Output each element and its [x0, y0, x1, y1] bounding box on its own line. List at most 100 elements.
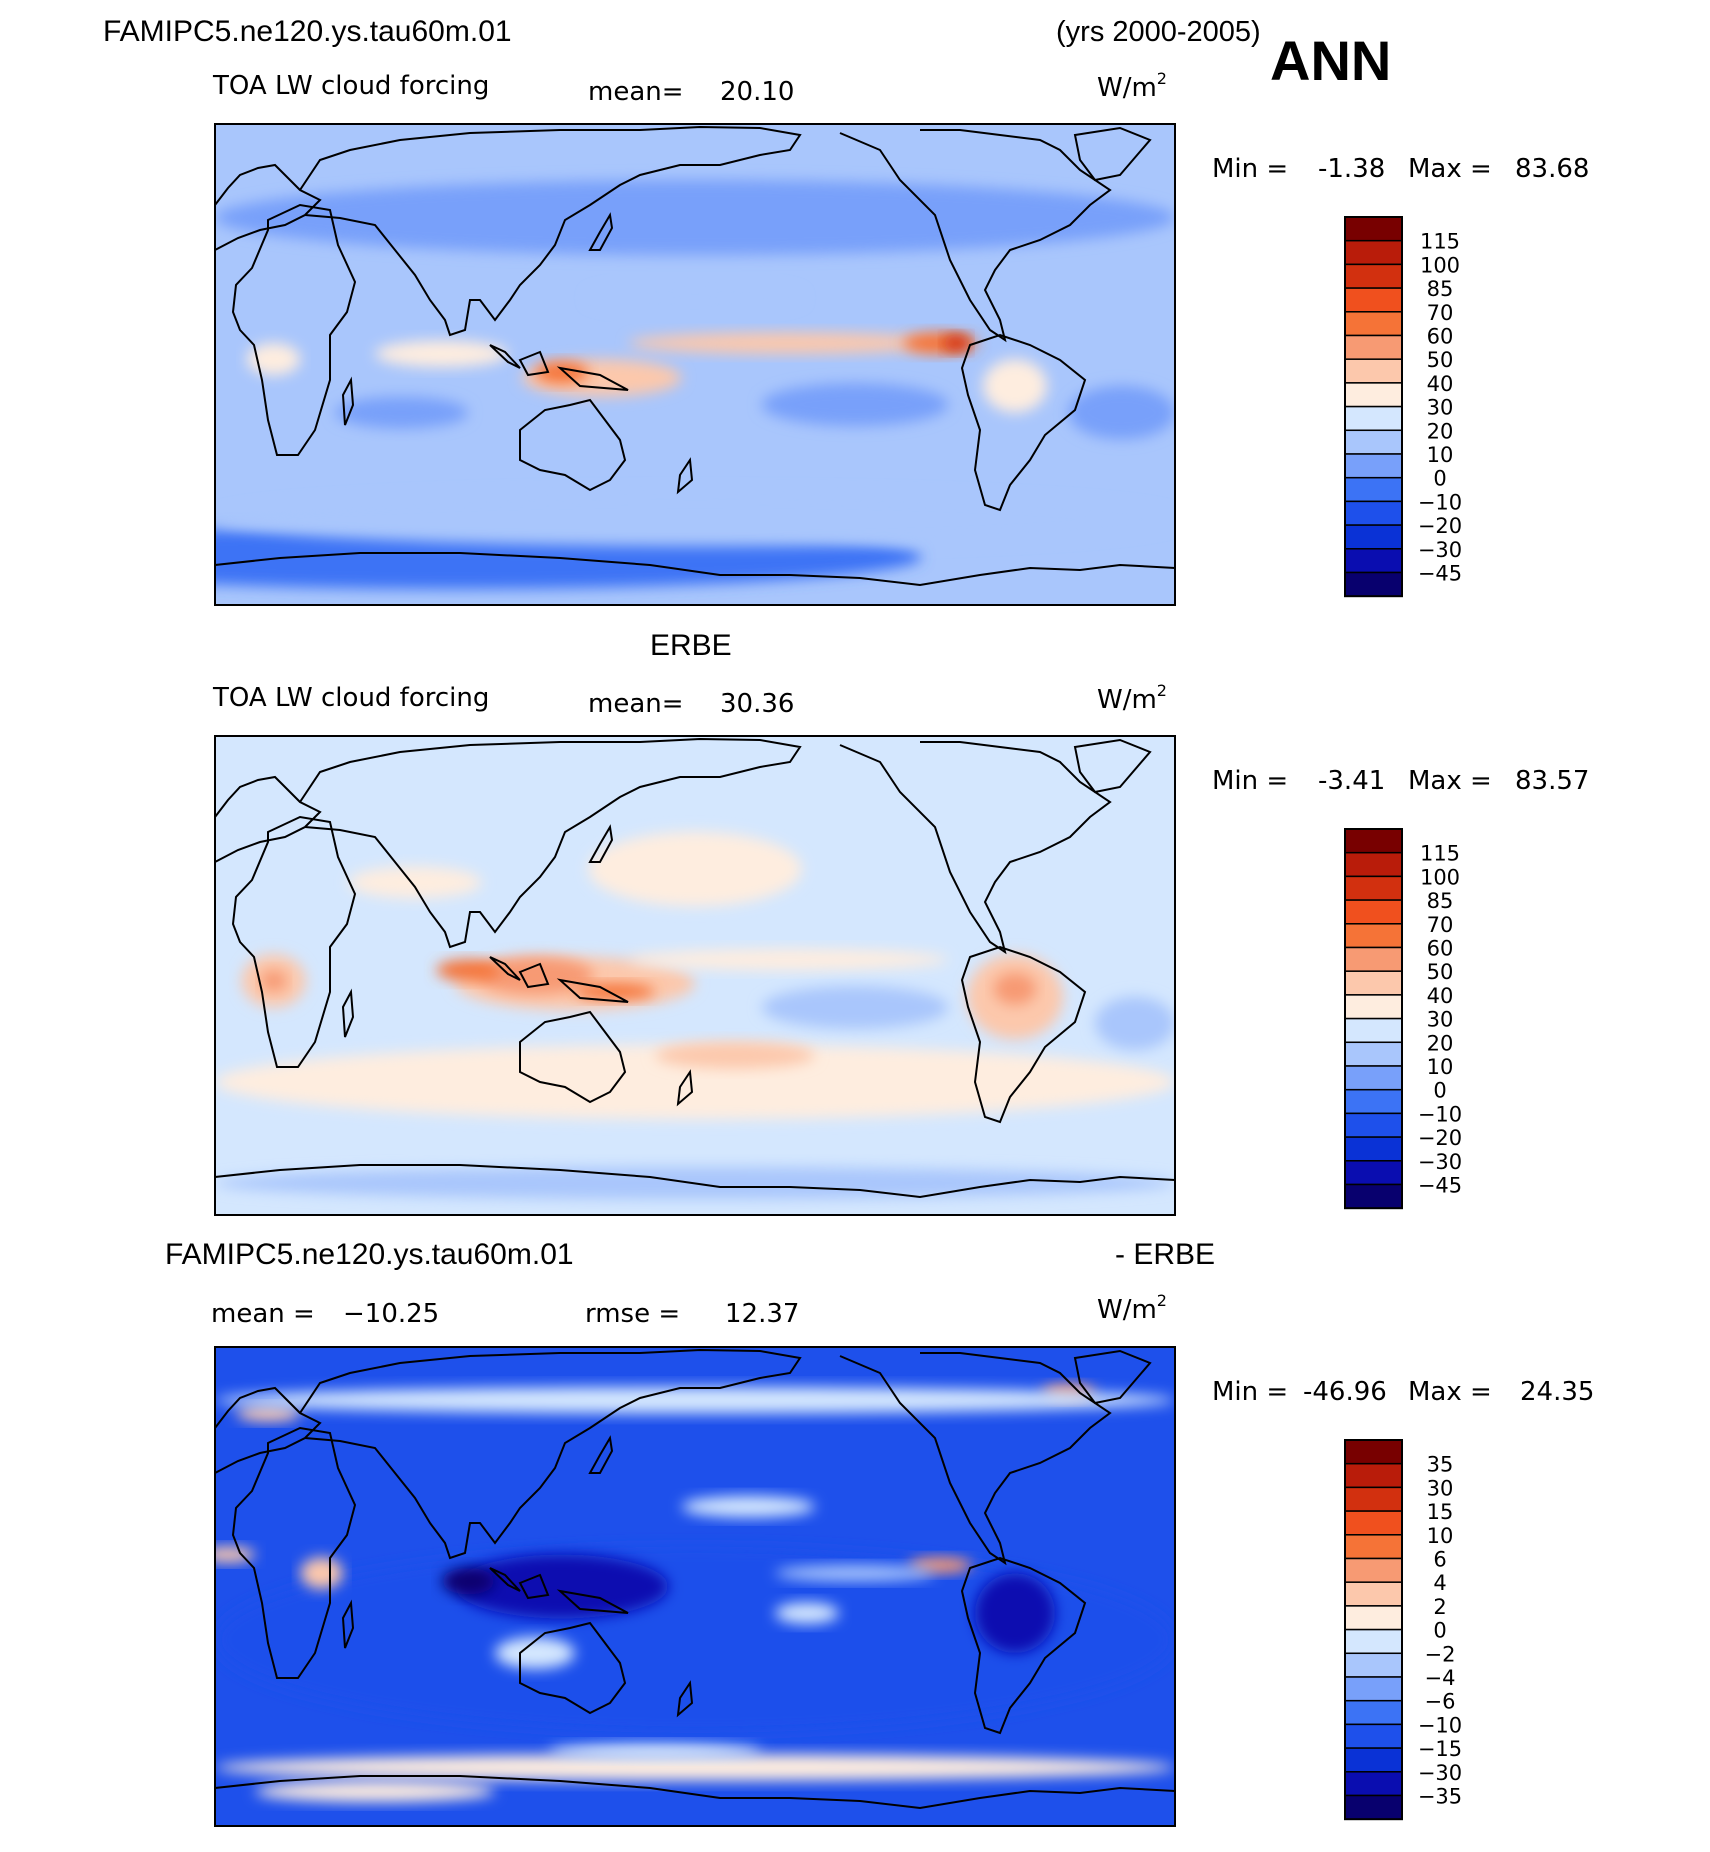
colorbar-swatch: [1344, 1160, 1403, 1186]
panel-diff-units: W/m2: [1097, 1291, 1167, 1325]
colorbar-tick-label: −10: [1418, 490, 1462, 514]
colorbar-tick-label: 40: [1427, 984, 1454, 1008]
colorbar-tick-label: 30: [1427, 396, 1454, 420]
colorbar-swatch: [1344, 1136, 1403, 1162]
colorbar-tick-label: 2: [1433, 1595, 1446, 1619]
colorbar-tick-label: −45: [1418, 1174, 1462, 1198]
colorbar-swatch: [1344, 875, 1403, 901]
colorbar-tick-label: −15: [1418, 1737, 1462, 1761]
colorbar-swatch: [1344, 1557, 1403, 1583]
field-region-16: [775, 1565, 935, 1582]
field-region-10: [993, 972, 1037, 1005]
colorbar-swatch: [1344, 405, 1403, 432]
colorbar-swatch: [1344, 1510, 1403, 1536]
colorbar-tick-label: 10: [1427, 1524, 1454, 1548]
colorbar-tick-label: 0: [1433, 467, 1446, 491]
panel-diff-min-label: Min =: [1212, 1377, 1288, 1407]
colorbar-tick-label: 70: [1427, 301, 1454, 325]
panel-obs-units: W/m2: [1097, 681, 1167, 715]
field-region-14: [215, 1386, 1175, 1414]
colorbar-tick-label: 100: [1420, 253, 1460, 277]
colorbar-tick-label: 85: [1427, 889, 1454, 913]
field-region-13: [335, 396, 469, 429]
header-season: ANN: [1270, 29, 1391, 92]
colorbar-swatch: [1344, 1652, 1403, 1678]
colorbar-swatch: [1344, 1699, 1403, 1726]
field-region-14: [348, 866, 482, 899]
colorbar-swatch: [1344, 1794, 1403, 1820]
panel-obs: ERBE TOA LW cloud forcing mean= 30.36 W/…: [212, 629, 1589, 1216]
colorbar-swatch: [1344, 1462, 1403, 1489]
colorbar-swatch: [1344, 970, 1403, 996]
field-region-7: [300, 1557, 343, 1590]
colorbar-frame: [1344, 1439, 1403, 1821]
colorbar-tick-label: 6: [1433, 1548, 1446, 1572]
colorbar-tick-label: −35: [1418, 1785, 1462, 1809]
colorbar-swatch: [1344, 476, 1403, 503]
units-exp: 2: [1157, 681, 1167, 700]
colorbar-swatch: [1344, 899, 1403, 925]
colorbar-tick-label: −20: [1418, 514, 1462, 538]
panel-diff-rmse-label: rmse =: [585, 1299, 680, 1329]
panel-diff-rmse: 12.37: [725, 1299, 799, 1329]
colorbar-tick-label: 30: [1427, 1476, 1454, 1500]
colorbar-swatch: [1344, 263, 1403, 289]
panel-diff-field: [215, 1384, 1175, 1803]
colorbar-tick-label: −6: [1425, 1690, 1456, 1714]
panel-model: TOA LW cloud forcing mean= 20.10 W/m2 Mi…: [212, 69, 1589, 606]
units-base: W/m: [1097, 1295, 1157, 1325]
field-region-12: [761, 986, 949, 1029]
units-base: W/m: [1097, 73, 1157, 103]
colorbar-swatch: [1344, 311, 1403, 337]
colorbar-swatch: [1344, 828, 1403, 854]
colorbar-tick-label: 20: [1427, 1031, 1454, 1055]
colorbar-swatch: [1344, 1581, 1403, 1607]
panel-obs-min: -3.41: [1318, 766, 1385, 796]
panel-obs-min-label: Min =: [1212, 766, 1288, 796]
panel-model-frame: [214, 123, 1176, 606]
colorbar-swatch: [1344, 1723, 1403, 1749]
units-exp: 2: [1157, 1291, 1167, 1310]
colorbar-swatch: [1344, 1605, 1403, 1631]
colorbar-swatch: [1344, 334, 1403, 360]
colorbar-tick-label: 115: [1420, 842, 1460, 866]
colorbar-tick-label: 100: [1420, 865, 1460, 889]
panel-diff-title: FAMIPC5.ne120.ys.tau60m.01: [165, 1238, 574, 1271]
field-region-9: [215, 1754, 1175, 1781]
colorbar-tick-label: −10: [1418, 1713, 1462, 1737]
panel-obs-mean-label: mean=: [588, 689, 684, 719]
colorbar-tick-label: 85: [1427, 277, 1454, 301]
colorbar-swatch: [1344, 1112, 1403, 1138]
colorbar-swatch: [1344, 1486, 1403, 1512]
colorbar-tick-label: 60: [1427, 937, 1454, 961]
panel-obs-mean: 30.36: [720, 689, 794, 719]
colorbar-swatch: [1344, 1534, 1403, 1560]
colorbar-tick-label: 0: [1433, 1079, 1446, 1103]
colorbar-tick-label: −45: [1418, 562, 1462, 586]
colorbar-swatch: [1344, 382, 1403, 408]
colorbar-tick-label: 115: [1420, 230, 1460, 254]
colorbar-swatch: [1344, 1771, 1403, 1797]
panel-obs-variable: TOA LW cloud forcing: [212, 683, 489, 713]
colorbar-tick-label: −30: [1418, 538, 1462, 562]
field-region-2: [215, 180, 1175, 255]
panel-model-mean-label: mean=: [588, 77, 684, 107]
field-region-3: [975, 1573, 1055, 1654]
field-region-5: [943, 335, 970, 352]
units-exp: 2: [1157, 69, 1167, 88]
panel-model-min-label: Min =: [1212, 154, 1288, 184]
field-region-5: [775, 1602, 839, 1624]
panel-diff-frame: [214, 1346, 1176, 1827]
field-region-8: [375, 340, 509, 368]
units-base: W/m: [1097, 685, 1157, 715]
colorbar-swatch: [1344, 287, 1403, 313]
colorbar-swatch: [1344, 500, 1403, 526]
field-region-6: [908, 1557, 973, 1574]
field-region-1: [455, 1554, 669, 1619]
panel-obs-title: ERBE: [650, 629, 732, 662]
field-region-13: [1095, 996, 1175, 1051]
colorbar-tick-label: 70: [1427, 913, 1454, 937]
